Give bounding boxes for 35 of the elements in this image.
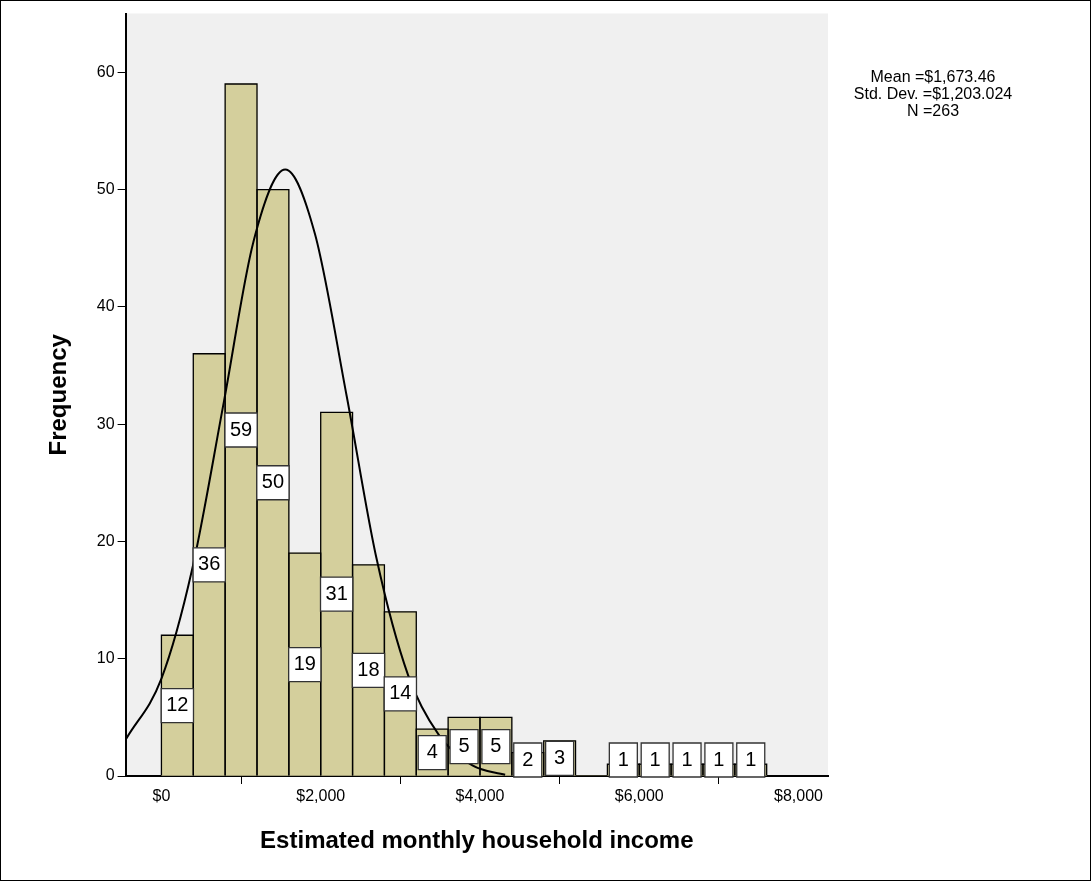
text: Mean =$1,673.46 bbox=[870, 68, 996, 86]
data-label: 1 bbox=[713, 747, 725, 770]
y-tick-label: 0 bbox=[105, 766, 115, 784]
y-tick-label: 60 bbox=[96, 62, 115, 80]
data-label: 14 bbox=[389, 681, 412, 704]
data-label: 19 bbox=[293, 652, 316, 675]
data-label: 1 bbox=[745, 747, 757, 770]
data-label: 1 bbox=[649, 747, 661, 770]
data-label: 12 bbox=[166, 693, 189, 716]
y-tick-label: 40 bbox=[96, 297, 115, 315]
y-tick-label: 30 bbox=[96, 414, 115, 432]
x-tick-label: $2,000 bbox=[296, 787, 346, 805]
data-label: 50 bbox=[261, 470, 285, 493]
data-label: 2 bbox=[522, 747, 534, 770]
data-label: 3 bbox=[554, 745, 566, 768]
data-label: 1 bbox=[617, 747, 629, 770]
data-label: 31 bbox=[325, 581, 348, 604]
x-axis-title: Estimated monthly household income bbox=[260, 826, 694, 854]
y-tick-label: 20 bbox=[96, 531, 115, 549]
x-tick-label: $4,000 bbox=[455, 787, 505, 805]
data-label: 4 bbox=[426, 740, 438, 763]
data-label: 5 bbox=[490, 734, 502, 757]
y-tick-label: 50 bbox=[96, 179, 115, 197]
x-tick-label: $6,000 bbox=[614, 787, 664, 805]
x-tick-label: $8,000 bbox=[774, 787, 824, 805]
x-tick-label: $0 bbox=[152, 787, 171, 805]
data-label: 1 bbox=[681, 747, 693, 770]
data-label: 5 bbox=[458, 734, 470, 757]
y-tick-label: 10 bbox=[96, 649, 115, 667]
data-label: 59 bbox=[229, 417, 253, 440]
data-label: 36 bbox=[198, 552, 221, 575]
text: Std. Dev. =$1,203.024 bbox=[853, 85, 1013, 103]
text: N =263 bbox=[906, 102, 960, 120]
y-axis-title: Frequency bbox=[44, 333, 72, 456]
data-label: 18 bbox=[357, 657, 380, 680]
